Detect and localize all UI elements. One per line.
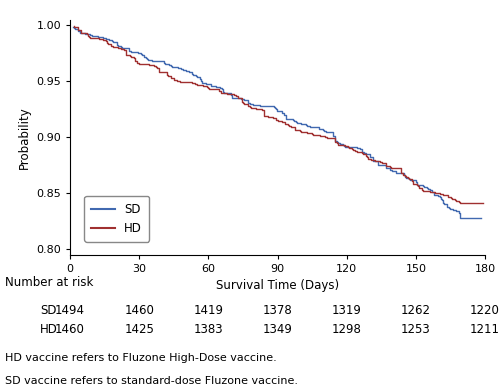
HD xyxy=(457,201,463,206)
Text: 1494: 1494 xyxy=(55,304,85,317)
Text: 1262: 1262 xyxy=(401,304,431,317)
Text: Number at risk: Number at risk xyxy=(5,276,94,289)
Text: 1425: 1425 xyxy=(124,323,154,336)
Text: 1319: 1319 xyxy=(332,304,362,317)
Legend: SD, HD: SD, HD xyxy=(84,196,150,242)
HD xyxy=(329,136,335,141)
X-axis label: Survival Time (Days): Survival Time (Days) xyxy=(216,279,339,292)
SD xyxy=(218,87,224,91)
Text: 1349: 1349 xyxy=(262,323,292,336)
Line: SD: SD xyxy=(73,27,481,218)
SD xyxy=(402,174,408,179)
Text: 1460: 1460 xyxy=(124,304,154,317)
Text: 1378: 1378 xyxy=(262,304,292,317)
HD xyxy=(192,80,198,85)
HD xyxy=(440,192,446,197)
SD xyxy=(359,150,365,154)
Text: 1253: 1253 xyxy=(401,323,430,336)
Line: HD: HD xyxy=(74,26,483,203)
SD xyxy=(175,65,181,70)
Text: 1220: 1220 xyxy=(470,304,500,317)
SD xyxy=(70,24,76,29)
Text: 1383: 1383 xyxy=(194,323,223,336)
Text: SD vaccine refers to standard-dose Fluzone vaccine.: SD vaccine refers to standard-dose Fluzo… xyxy=(5,376,298,387)
HD xyxy=(190,80,196,85)
Text: 1460: 1460 xyxy=(55,323,85,336)
Text: 1419: 1419 xyxy=(194,304,224,317)
Text: HD vaccine refers to Fluzone High-Dose vaccine.: HD vaccine refers to Fluzone High-Dose v… xyxy=(5,353,277,363)
SD xyxy=(457,216,463,220)
HD xyxy=(334,141,340,146)
Text: HD: HD xyxy=(40,323,58,336)
HD xyxy=(71,24,77,29)
HD xyxy=(480,201,486,206)
Text: SD: SD xyxy=(40,304,56,317)
SD xyxy=(432,192,438,197)
SD xyxy=(478,216,484,220)
Y-axis label: Probability: Probability xyxy=(18,106,30,169)
SD xyxy=(105,37,111,42)
Text: 1211: 1211 xyxy=(470,323,500,336)
HD xyxy=(335,143,341,147)
Text: 1298: 1298 xyxy=(332,323,362,336)
